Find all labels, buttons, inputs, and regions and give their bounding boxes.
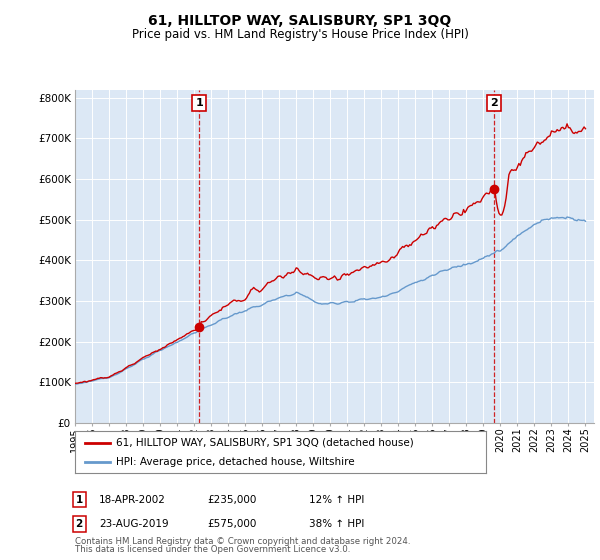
Text: 2: 2: [491, 98, 499, 108]
Text: 2: 2: [76, 519, 83, 529]
Text: 1: 1: [76, 494, 83, 505]
Text: 12% ↑ HPI: 12% ↑ HPI: [309, 494, 364, 505]
Text: Contains HM Land Registry data © Crown copyright and database right 2024.: Contains HM Land Registry data © Crown c…: [75, 537, 410, 546]
Text: 61, HILLTOP WAY, SALISBURY, SP1 3QQ: 61, HILLTOP WAY, SALISBURY, SP1 3QQ: [148, 14, 452, 28]
Text: £575,000: £575,000: [207, 519, 256, 529]
Text: 61, HILLTOP WAY, SALISBURY, SP1 3QQ (detached house): 61, HILLTOP WAY, SALISBURY, SP1 3QQ (det…: [116, 438, 414, 448]
Text: Price paid vs. HM Land Registry's House Price Index (HPI): Price paid vs. HM Land Registry's House …: [131, 28, 469, 41]
Text: £235,000: £235,000: [207, 494, 256, 505]
Text: 1: 1: [196, 98, 203, 108]
Text: This data is licensed under the Open Government Licence v3.0.: This data is licensed under the Open Gov…: [75, 545, 350, 554]
Text: 23-AUG-2019: 23-AUG-2019: [99, 519, 169, 529]
Text: 38% ↑ HPI: 38% ↑ HPI: [309, 519, 364, 529]
Text: HPI: Average price, detached house, Wiltshire: HPI: Average price, detached house, Wilt…: [116, 457, 355, 467]
Text: 18-APR-2002: 18-APR-2002: [99, 494, 166, 505]
